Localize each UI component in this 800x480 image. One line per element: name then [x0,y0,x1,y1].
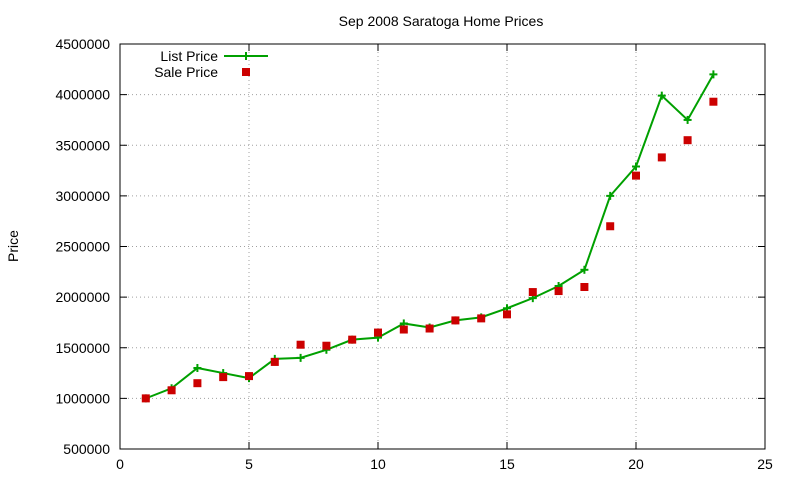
data-point-sale-price [141,394,150,403]
y-tick-label: 3000000 [55,188,110,204]
series-layer [141,70,718,403]
x-tick-label: 5 [245,456,253,472]
data-point-sale-price [657,153,666,162]
data-point-list-price [632,162,640,171]
gridlines [120,44,765,449]
data-point-list-price [606,191,615,200]
y-tick-label: 4000000 [55,87,110,103]
x-axis: 0 5 10 15 20 25 [116,44,773,472]
data-point-sale-price [425,324,434,333]
x-tick-label: 20 [628,456,644,472]
series-line-list-price [145,73,715,400]
data-point-list-price [657,91,666,100]
y-axis-label: Price [5,230,21,262]
data-point-list-price [193,364,202,372]
series-sale-price [141,97,718,403]
data-point-sale-price [193,379,202,388]
data-point-list-price [296,353,305,362]
data-point-sale-price [270,357,279,366]
y-tick-label: 2000000 [55,289,110,305]
legend-label-list-price: List Price [160,48,218,64]
data-point-sale-price [296,340,305,349]
data-point-sale-price [348,335,357,344]
y-tick-label: 4500000 [55,36,110,52]
x-tick-label: 15 [499,456,515,472]
y-tick-label: 2500000 [55,239,110,255]
data-point-sale-price [245,372,253,381]
y-tick-label: 500000 [63,441,110,457]
data-point-sale-price [399,325,408,334]
x-tick-label: 10 [370,456,386,472]
x-tick-label: 25 [757,456,773,472]
data-point-sale-price [503,310,511,319]
data-point-sale-price [709,97,718,106]
data-point-sale-price [632,171,640,180]
chart-title: Sep 2008 Saratoga Home Prices [339,13,544,29]
data-point-sale-price [451,316,460,325]
legend-swatch-marker-list-price [242,52,250,60]
data-point-sale-price [580,283,589,291]
y-tick-label: 1000000 [55,390,110,406]
y-tick-label: 3500000 [55,137,110,153]
y-axis: 500000 1000000 1500000 2000000 2500000 300000… [55,36,765,457]
x-tick-label: 0 [116,456,124,472]
data-point-sale-price [606,222,615,231]
data-point-sale-price [322,341,331,350]
data-point-sale-price [554,287,563,296]
data-point-sale-price [219,373,228,382]
data-point-sale-price [528,288,537,297]
series-list-price [141,70,718,403]
legend-label-sale-price: Sale Price [154,64,218,80]
y-tick-label: 1500000 [55,340,110,356]
data-point-list-price [709,70,718,79]
data-point-sale-price [167,386,176,395]
data-point-list-price [683,115,692,124]
data-point-sale-price [683,136,692,145]
data-point-sale-price [477,314,486,323]
legend-swatch-marker-sale-price [242,68,250,76]
data-point-sale-price [374,328,382,337]
data-point-list-price [580,265,589,274]
